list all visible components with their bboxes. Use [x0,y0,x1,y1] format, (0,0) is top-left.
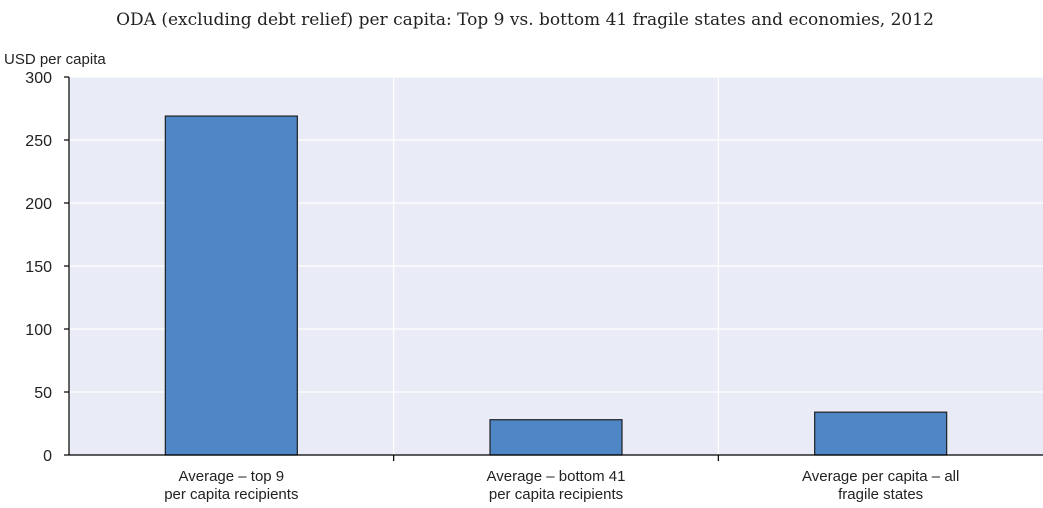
y-tick-label: 100 [25,322,52,339]
y-tick-labels: 0 50 100 150 200 250 300 [25,70,52,465]
y-tick-label: 250 [25,133,52,150]
bars [164,115,948,456]
category-label-line: Average – top 9 [179,468,285,485]
category-label-line: Average – bottom 41 [487,468,626,485]
category-label-line: per capita recipients [164,486,298,503]
bar [814,411,948,456]
bar [164,115,298,456]
y-tick-label: 150 [25,259,52,276]
y-tick-label: 200 [25,196,52,213]
category-label-line: Average per capita – all [802,468,959,485]
y-tick-label: 0 [43,448,52,465]
chart-title: ODA (excluding debt relief) per capita: … [116,10,934,30]
bar [489,419,623,456]
category-label-line: per capita recipients [489,486,623,503]
y-tick-label: 50 [34,385,52,402]
category-label-line: fragile states [838,486,923,503]
axes [64,76,1043,461]
y-tick-label: 300 [25,70,52,87]
y-axis-label: USD per capita [4,51,106,68]
